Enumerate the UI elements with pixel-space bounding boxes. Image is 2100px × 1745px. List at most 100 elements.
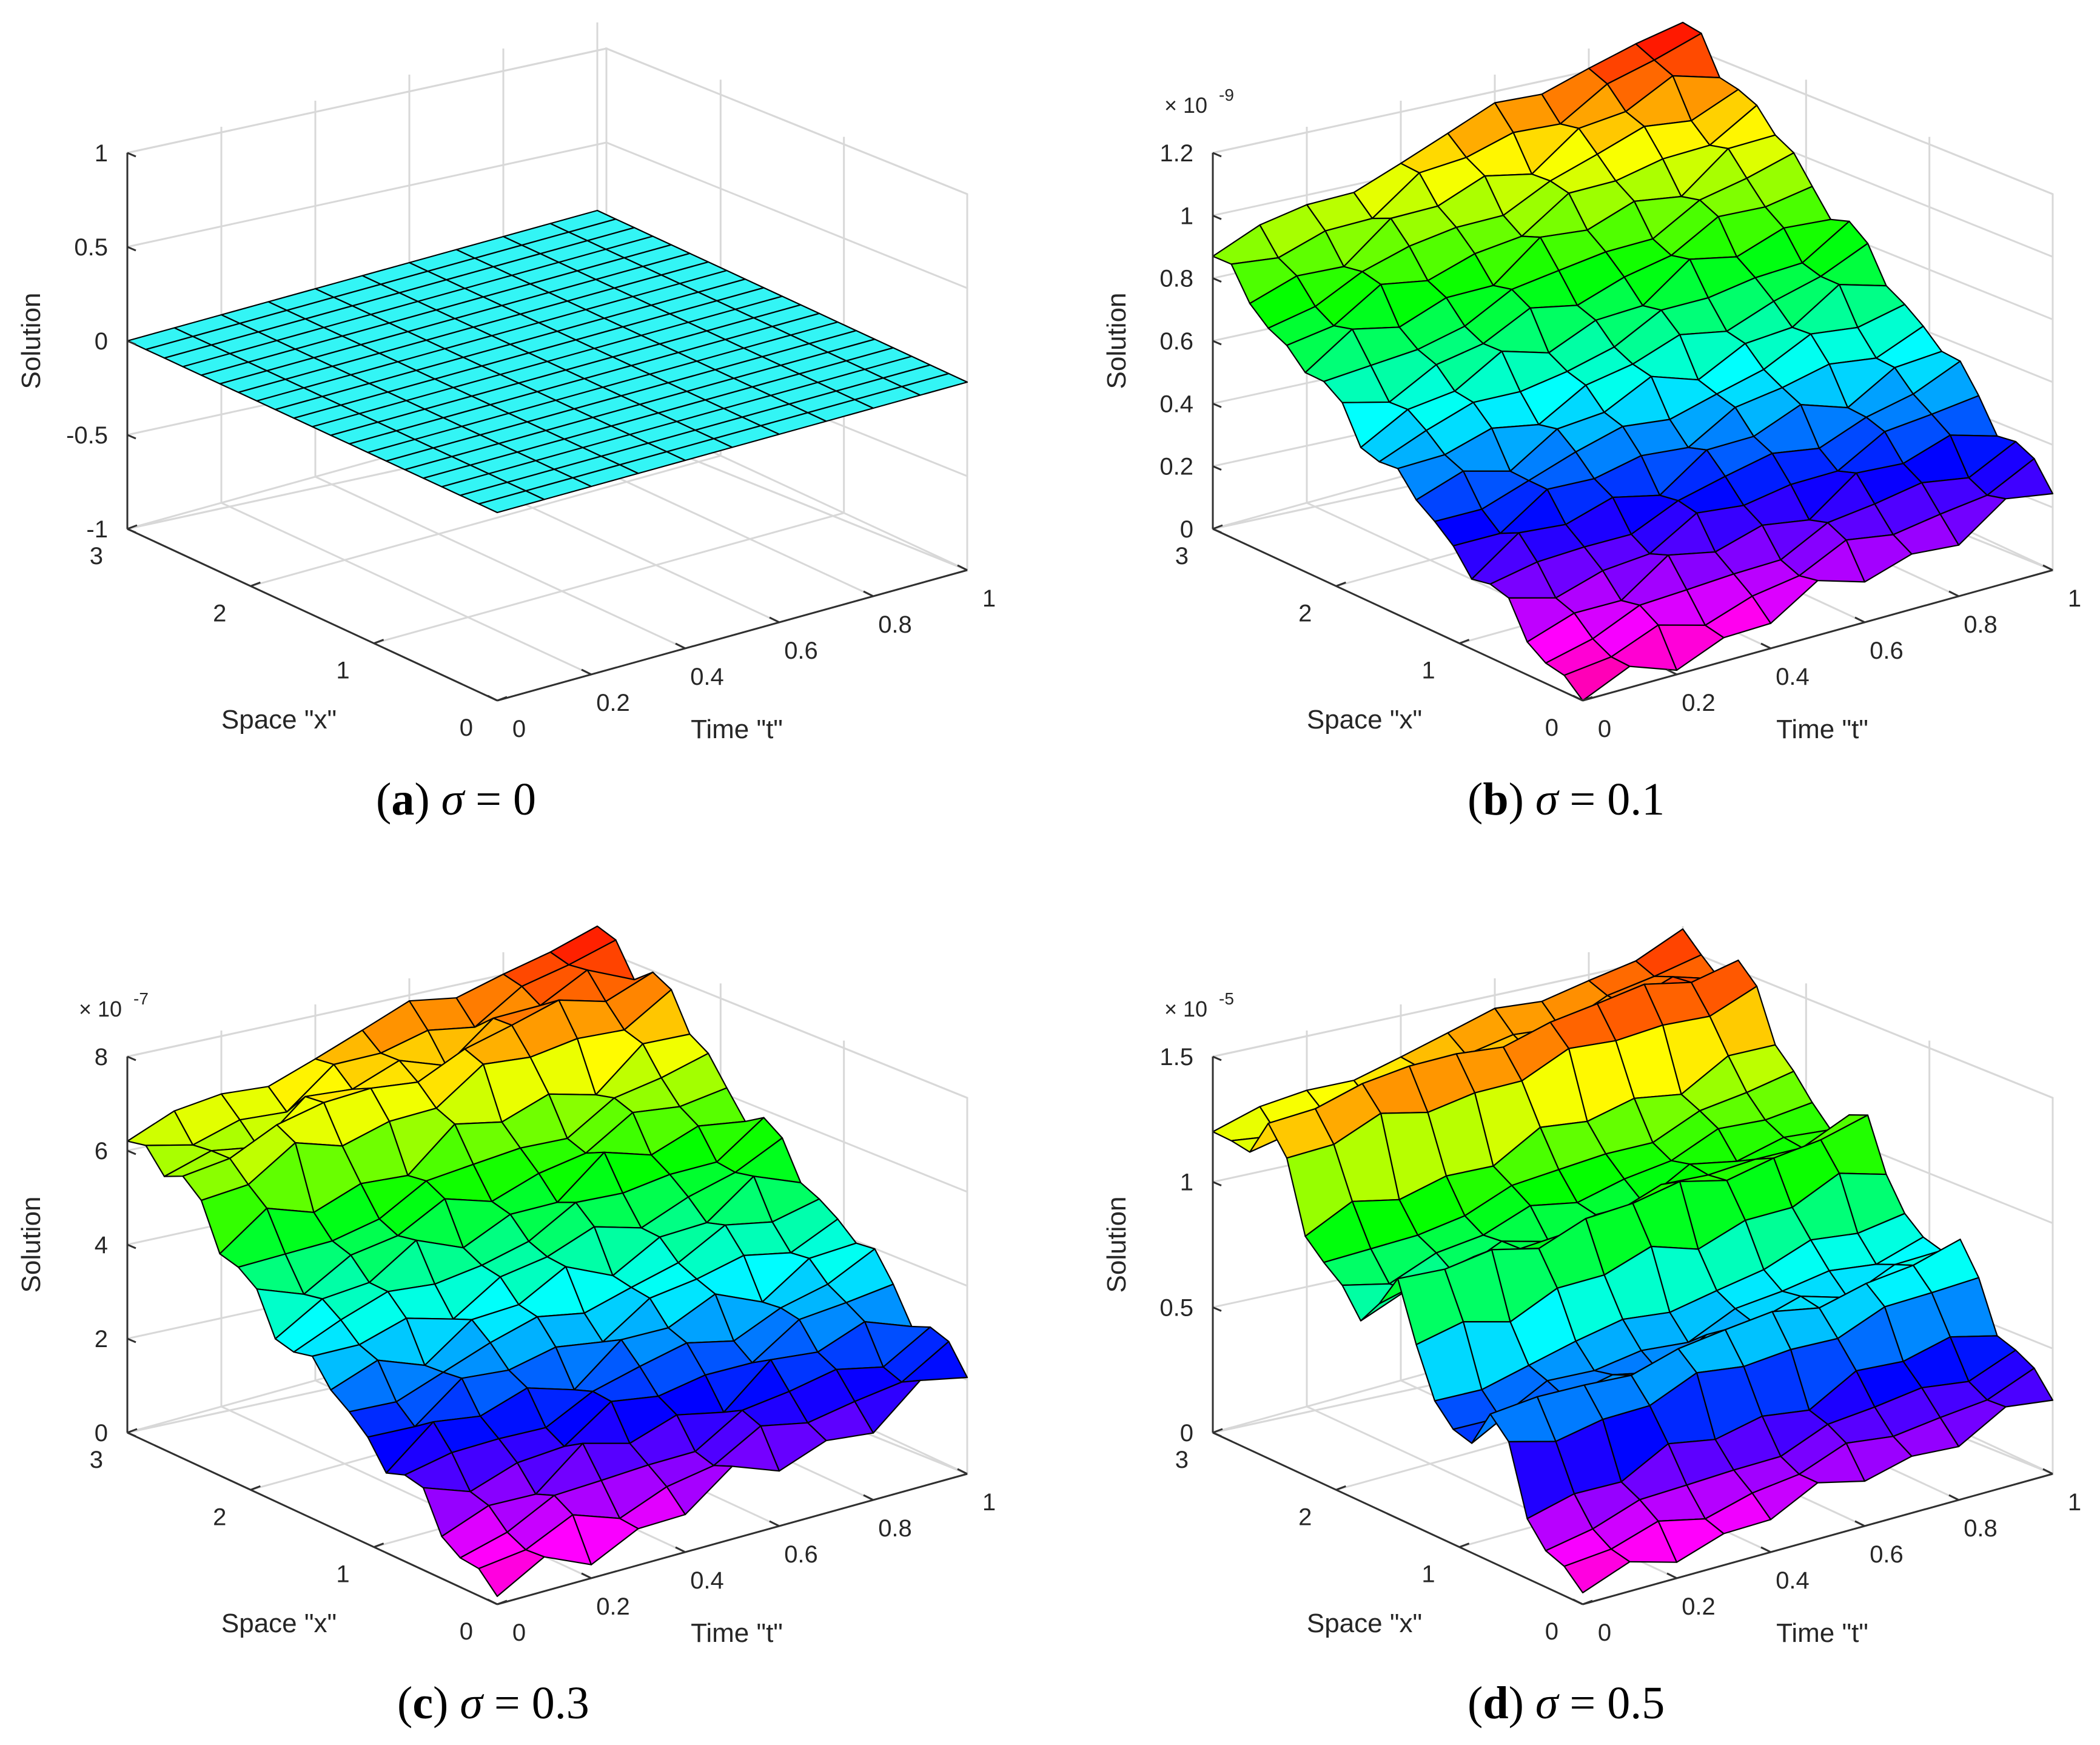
t-tick [1572, 694, 1583, 702]
z-tick [127, 152, 136, 158]
z-tick-label: 0 [95, 328, 108, 355]
z-tick-label: 0.2 [1159, 454, 1193, 480]
t-tick-label: 0.2 [1682, 1593, 1716, 1620]
x-tick-label: 3 [1175, 1447, 1189, 1473]
exponent-base: × 10 [1164, 997, 1207, 1021]
z-tick-label: 0.5 [74, 234, 108, 261]
caption-a: (a) σ = 0 [376, 774, 536, 825]
z-tick [127, 1431, 136, 1437]
z-tick [127, 1243, 136, 1249]
x-tick [1335, 581, 1346, 587]
z-tick-label: 1 [1180, 1169, 1193, 1196]
z-tick [1212, 1181, 1222, 1187]
x-tick [1212, 524, 1223, 530]
x-tick-label: 0 [460, 1618, 473, 1645]
x-axis-line [127, 1431, 498, 1605]
t-axis-line [1582, 569, 2053, 702]
t-tick [863, 1494, 874, 1501]
t-tick-label: 0.8 [1964, 611, 1998, 638]
z-tick-label: 0.6 [1159, 328, 1193, 355]
x-axis-line [1212, 528, 1583, 702]
z-gridline [127, 141, 968, 289]
z-tick-label: 0.4 [1159, 391, 1193, 417]
t-tick [1854, 616, 1865, 624]
z-tick-label: 1 [1180, 203, 1193, 229]
exponent-power: -9 [1219, 86, 1234, 104]
z-tick-label: 6 [95, 1138, 108, 1165]
t-tick [957, 564, 968, 571]
t-tick-label: 0.6 [1870, 1541, 1904, 1568]
z-tick-label: 0 [1180, 516, 1193, 543]
z-tick-label: -1 [86, 516, 108, 543]
x-tick-label: 1 [336, 1561, 349, 1588]
t-tick [1854, 1520, 1865, 1527]
z-tick [1212, 402, 1222, 408]
z-axis-label: Solution [1102, 292, 1132, 389]
t-axis-line [497, 569, 968, 702]
t-axis-label: Time "t" [1776, 714, 1868, 744]
x-tick-label: 0 [1545, 714, 1558, 741]
z-tick-label: 0 [1180, 1420, 1193, 1447]
x-tick-label: 3 [90, 1447, 103, 1473]
t-tick-label: 0.6 [784, 1541, 818, 1568]
t-tick-label: 0.2 [596, 690, 630, 716]
x-tick [374, 1542, 384, 1548]
surface-mesh [1212, 928, 2054, 1594]
t-tick-label: 0 [1598, 1619, 1611, 1646]
z-tick [127, 1055, 136, 1061]
z-tick-label: -0.5 [66, 422, 108, 449]
surface-patch [478, 1548, 545, 1598]
t-tick-label: 0.8 [1964, 1515, 1998, 1542]
z-tick [1212, 1055, 1222, 1061]
t-tick [675, 1546, 686, 1553]
x-tick [497, 1599, 508, 1605]
z-axis-label: Solution [1102, 1196, 1132, 1293]
x-tick [250, 581, 261, 587]
z-tick [1212, 214, 1222, 220]
x-tick [497, 696, 508, 702]
x-axis-label: Space "x" [221, 705, 337, 735]
t-tick-label: 0 [1598, 716, 1611, 742]
z-tick-label: 1.5 [1159, 1044, 1193, 1071]
t-axis-label: Time "t" [691, 1618, 783, 1648]
surface-mesh [126, 925, 968, 1598]
x-tick-label: 0 [1545, 1618, 1558, 1645]
x-tick [127, 1428, 138, 1434]
z-tick [127, 340, 136, 346]
t-tick [1948, 590, 1959, 597]
t-tick [1666, 1572, 1677, 1579]
t-axis-line [1582, 1473, 2053, 1605]
t-tick [1666, 668, 1677, 676]
x-tick-label: 0 [460, 714, 473, 741]
t-tick-label: 1 [2068, 585, 2081, 612]
z-tick [1212, 277, 1222, 283]
t-tick [863, 590, 874, 597]
exponent-base: × 10 [79, 997, 122, 1021]
t-tick-label: 0.4 [1776, 1567, 1810, 1594]
surface-mesh [1212, 21, 2054, 702]
t-tick [1572, 1598, 1583, 1605]
x-axis-line [127, 528, 498, 702]
x-tick-label: 3 [90, 543, 103, 570]
z-tick [1212, 465, 1222, 471]
t-floor-gridline [315, 476, 686, 650]
caption-d: (d) σ = 0.5 [1468, 1678, 1665, 1729]
x-tick [1459, 639, 1470, 645]
t-tick-label: 0.4 [1776, 664, 1810, 690]
chart-panel-d: 00.511.5012300.20.40.60.81SolutionSpace … [1102, 926, 2081, 1648]
t-tick [581, 668, 592, 676]
z-tick [127, 528, 136, 534]
t-tick [1760, 1546, 1771, 1553]
t-tick [957, 1468, 968, 1475]
z-tick-label: 1.2 [1159, 140, 1193, 167]
x-tick [1582, 696, 1593, 702]
surface-mesh [126, 209, 968, 514]
z-tick-label: 2 [95, 1326, 108, 1353]
t-tick-label: 0.8 [878, 611, 912, 638]
chart-panel-b: 00.20.40.60.811.2012300.20.40.60.81Solut… [1102, 21, 2081, 744]
z-tick [127, 1337, 136, 1343]
caption-c: (c) σ = 0.3 [397, 1678, 589, 1729]
t-axis-label: Time "t" [1776, 1618, 1868, 1648]
x-tick [1335, 1485, 1346, 1491]
exponent-power: -7 [133, 989, 149, 1008]
